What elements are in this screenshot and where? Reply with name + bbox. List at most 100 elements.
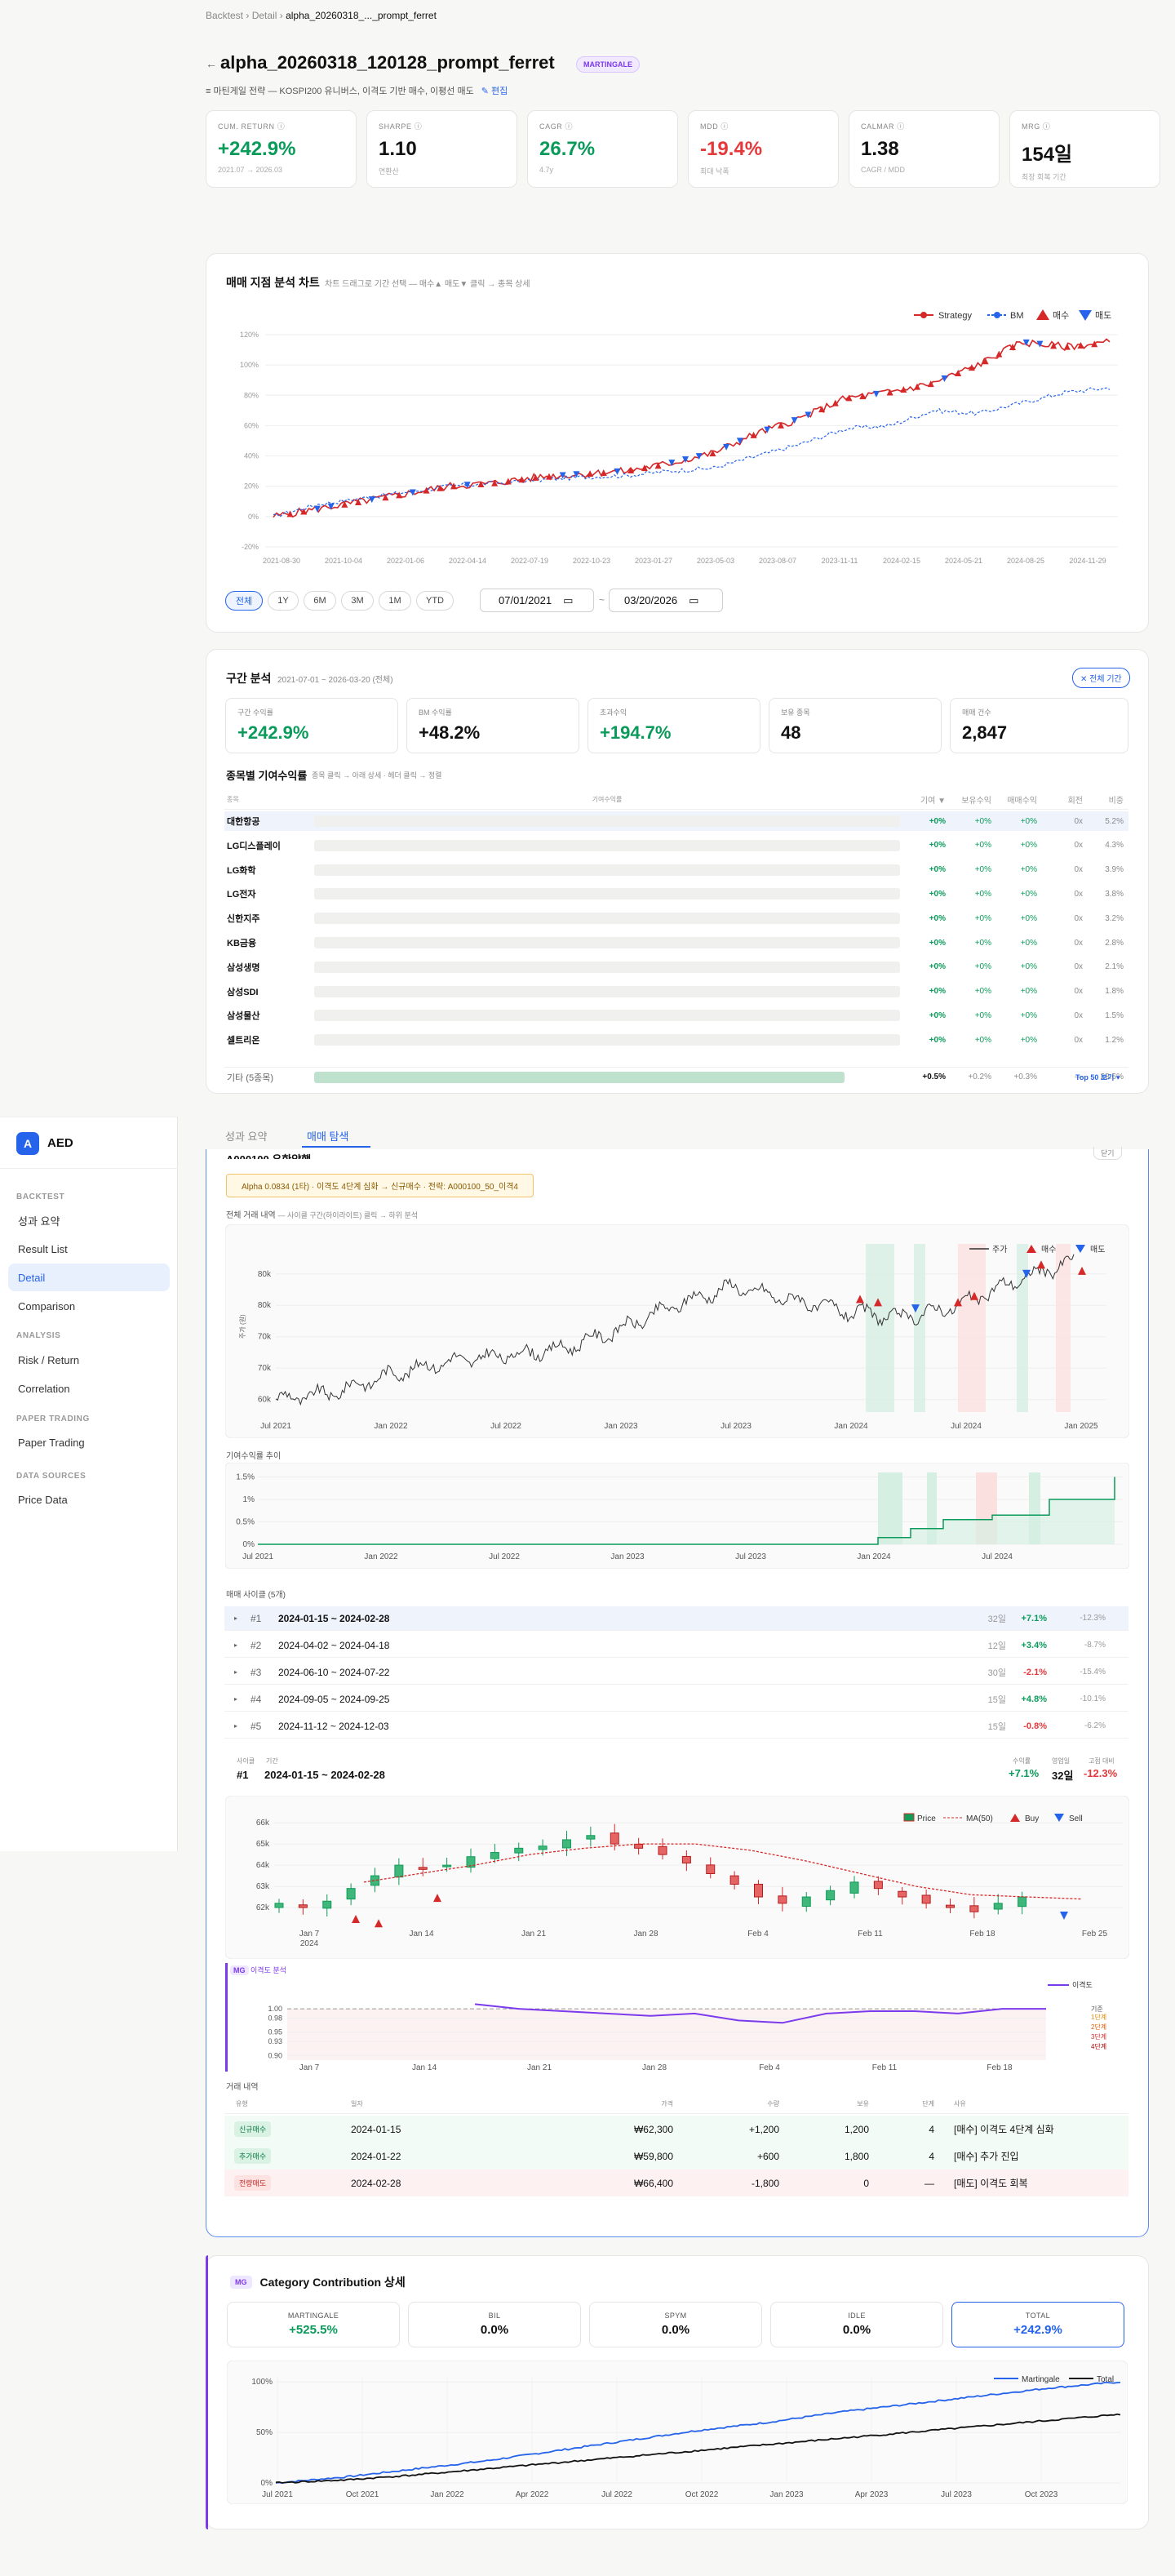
candle[interactable] [610,1832,619,1845]
candle[interactable] [706,1864,716,1874]
buy-marker[interactable] [286,510,294,517]
expand-icon[interactable]: ▸ [234,1668,238,1676]
buy-marker[interactable] [450,482,457,490]
candle[interactable] [418,1867,428,1870]
candle[interactable] [801,1896,811,1908]
contrib-others-row[interactable]: 기타 (5종목) +0.5% +0.2% +0.3% — 28.6% [224,1067,1128,1086]
sidebar-item-risk-return[interactable]: Risk / Return [18,1353,80,1366]
sell-marker[interactable] [1022,339,1030,346]
buy-marker[interactable] [982,358,989,365]
close-detail-button[interactable]: 닫기 [1093,1147,1122,1160]
trade-row[interactable]: 추가매수 2024-01-22 ₩59,800 +600 1,800 4 [매수] 추가 진… [224,2143,1128,2170]
sell-marker[interactable] [573,471,580,478]
buy-marker[interactable] [1077,341,1084,349]
range-3m[interactable]: 3M [341,591,374,611]
candle[interactable] [1018,1896,1027,1908]
candle[interactable] [849,1881,859,1894]
contrib-row[interactable]: 셀트리온 +0% +0% +0% 0x 1.2% [224,1030,1128,1050]
cycle-band[interactable] [958,1244,986,1412]
sell-marker[interactable] [941,375,948,382]
trade-row[interactable]: 전량매도 2024-02-28 ₩66,400 -1,800 0 — [매도] 이격도 회복 [224,2170,1128,2196]
candle[interactable] [394,1864,404,1878]
candle[interactable] [586,1835,596,1840]
sell-marker[interactable] [1060,1912,1068,1921]
sell-marker[interactable] [764,426,771,433]
reset-range-button[interactable]: ✕ 전체 기간 [1072,668,1130,688]
candle[interactable] [946,1904,955,1908]
expand-icon[interactable]: ▸ [234,1722,238,1730]
candle[interactable] [969,1905,979,1912]
buy-marker[interactable] [914,383,921,390]
buy-marker[interactable] [300,508,308,515]
header-weight[interactable]: 비중 [1108,797,1124,806]
buy-marker[interactable] [433,1894,441,1903]
sell-marker[interactable] [791,417,798,424]
candle[interactable] [346,1888,356,1900]
candle[interactable] [754,1883,763,1898]
range-1m[interactable]: 1M [379,591,411,611]
back-arrow-icon[interactable]: ← [206,57,217,70]
contrib-row[interactable]: 삼성SDI +0% +0% +0% 0x 1.8% [224,982,1128,1002]
range-all[interactable]: 전체 [225,591,263,611]
buy-marker[interactable] [355,498,362,505]
expand-icon[interactable]: ▸ [234,1614,238,1622]
buy-marker[interactable] [750,431,757,438]
edit-link[interactable]: ✎ 편집 [481,87,508,96]
buy-marker[interactable] [477,481,485,488]
candle[interactable] [370,1875,379,1886]
sidebar-item-correlation[interactable]: Correlation [18,1382,70,1395]
app-logo[interactable]: A [16,1132,39,1155]
buy-marker[interactable] [709,450,716,457]
buy-marker[interactable] [375,1919,383,1928]
candle[interactable] [873,1881,883,1890]
sell-marker[interactable] [368,496,375,504]
sell-marker[interactable] [668,460,676,467]
range-1y[interactable]: 1Y [268,591,299,611]
header-hold[interactable]: 보유수익 [961,797,991,806]
sidebar-item-paper-trading[interactable]: Paper Trading [18,1436,85,1449]
buy-marker[interactable] [886,389,893,396]
contrib-row[interactable]: 삼성물산 +0% +0% +0% 0x 1.5% [224,1006,1128,1025]
calendar-icon[interactable]: ▭ [689,593,699,606]
sell-marker[interactable] [313,505,321,513]
buy-marker[interactable] [504,477,512,485]
sell-marker[interactable] [1022,1269,1031,1278]
buy-marker[interactable] [874,1298,882,1307]
sell-marker[interactable] [872,390,880,398]
buy-marker[interactable] [927,380,934,388]
candle[interactable] [921,1894,931,1904]
sidebar-item-price-data[interactable]: Price Data [18,1493,68,1506]
date-from-input[interactable]: 07/01/2021 ▭ [480,588,594,612]
candlestick-chart[interactable]: 62k 63k 64k 65k 66k Jan 7 Jan 14 Jan 21 Jan 28 Fe… [225,1796,1129,1959]
header-turnover[interactable]: 회전 [1067,797,1083,806]
buy-marker[interactable] [641,464,648,472]
buy-marker[interactable] [856,1295,864,1304]
contrib-row[interactable]: LG화학 +0% +0% +0% 0x 3.9% [224,860,1128,880]
buy-marker[interactable] [1091,340,1098,348]
buy-marker[interactable] [900,386,907,393]
buy-marker[interactable] [341,500,348,508]
info-icon[interactable]: ⓘ [565,122,574,131]
buy-marker[interactable] [532,473,539,481]
buy-marker[interactable] [627,467,635,474]
sell-marker[interactable] [559,472,566,479]
candle[interactable] [778,1895,787,1904]
cycle-row[interactable]: ▸ #1 2024-01-15 ~ 2024-02-28 32일 +7.1% -12.3% [224,1606,1128,1631]
signal-chart[interactable]: Strategy BM 매수 매도 -20% 0% 20% 40% 60% 80% 100%… [220,302,1134,571]
range-ytd[interactable]: YTD [416,591,454,611]
buy-marker[interactable] [859,393,867,400]
buy-marker[interactable] [654,462,662,469]
buy-marker[interactable] [995,350,1003,358]
cycle-row[interactable]: ▸ #3 2024-06-10 ~ 2024-07-22 30일 -2.1% -15.4% [224,1660,1128,1685]
cycle-band[interactable] [927,1472,937,1544]
expand-icon[interactable]: ▸ [234,1695,238,1703]
cycle-band[interactable] [878,1472,902,1544]
cycle-row[interactable]: ▸ #4 2024-09-05 ~ 2024-09-25 15일 +4.8% -10.1% [224,1687,1128,1712]
candle[interactable] [538,1845,548,1850]
candle[interactable] [274,1903,284,1908]
sell-marker[interactable] [736,437,743,445]
sell-marker[interactable] [682,456,689,464]
trade-row[interactable]: 신규매수 2024-01-15 ₩62,300 +1,200 1,200 4 [매수] 이격… [224,2116,1128,2143]
candle[interactable] [826,1890,836,1901]
candle[interactable] [442,1864,452,1868]
